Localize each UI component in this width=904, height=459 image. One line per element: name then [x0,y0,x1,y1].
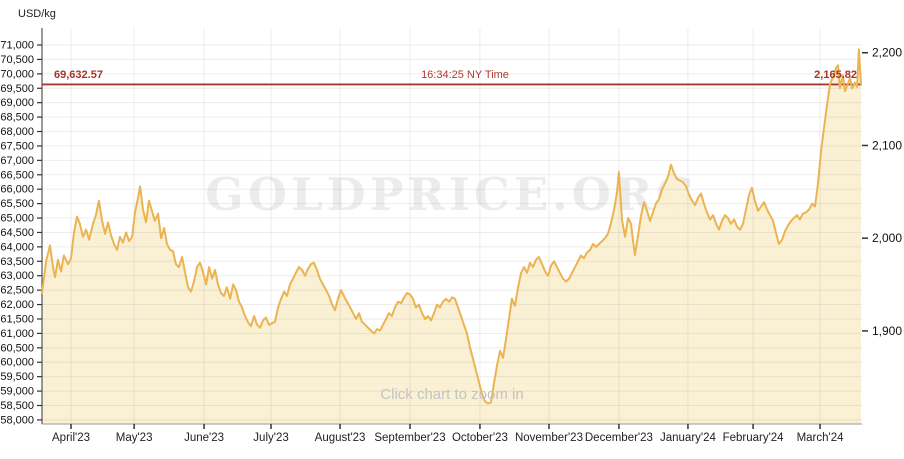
axes [41,28,862,425]
svg-text:59,500: 59,500 [0,371,34,383]
svg-text:71,000: 71,000 [0,40,34,52]
svg-text:64,500: 64,500 [0,227,34,239]
svg-text:2,000: 2,000 [872,231,902,245]
svg-text:March'24: March'24 [797,432,845,444]
svg-text:61,500: 61,500 [0,313,34,325]
svg-text:66,000: 66,000 [0,184,34,196]
svg-text:59,000: 59,000 [0,386,34,398]
svg-text:65,500: 65,500 [0,198,34,210]
svg-text:62,000: 62,000 [0,299,34,311]
svg-text:April'23: April'23 [52,432,90,444]
current-price-oz-label: 2,165.82 [814,69,857,81]
svg-text:June'23: June'23 [184,432,224,444]
svg-text:65,000: 65,000 [0,213,34,225]
svg-text:2,200: 2,200 [872,46,902,60]
y-axis-left: 58,000 58,500 59,000 59,500 60,000 60,500 61,0… [0,40,42,426]
price-area-series [42,49,861,424]
svg-text:August'23: August'23 [315,432,366,444]
svg-text:70,500: 70,500 [0,54,34,66]
svg-text:2,100: 2,100 [872,138,902,152]
svg-text:62,500: 62,500 [0,285,34,297]
svg-text:61,000: 61,000 [0,328,34,340]
svg-text:67,000: 67,000 [0,155,34,167]
y-axis-right: 1,900 2,000 2,100 2,200 [862,46,902,338]
price-line-series [41,48,862,405]
svg-text:66,500: 66,500 [0,169,34,181]
svg-text:January'24: January'24 [660,432,717,444]
svg-text:October'23: October'23 [452,432,508,444]
svg-text:1,900: 1,900 [872,324,902,338]
svg-text:69,500: 69,500 [0,83,34,95]
svg-text:58,000: 58,000 [0,414,34,426]
svg-text:64,000: 64,000 [0,241,34,253]
svg-text:60,000: 60,000 [0,357,34,369]
svg-text:70,000: 70,000 [0,68,34,80]
svg-text:63,500: 63,500 [0,256,34,268]
x-axis: April'23 May'23 June'23 July'23 August'23 Sep… [52,424,844,444]
zoom-hint: Click chart to zoom in [380,386,524,403]
svg-text:February'24: February'24 [723,432,785,444]
svg-text:December'23: December'23 [585,432,653,444]
y-axis-unit-label: USD/kg [18,8,56,20]
current-price-kg-label: 69,632.57 [54,69,103,81]
svg-text:July'23: July'23 [253,432,288,444]
svg-text:68,500: 68,500 [0,112,34,124]
svg-text:September'23: September'23 [374,432,445,444]
svg-text:58,500: 58,500 [0,400,34,412]
ny-time-label: 16:34:25 NY Time [421,69,509,81]
svg-text:67,500: 67,500 [0,140,34,152]
svg-text:68,000: 68,000 [0,126,34,138]
svg-text:60,500: 60,500 [0,342,34,354]
svg-text:May'23: May'23 [116,432,153,444]
svg-text:63,000: 63,000 [0,270,34,282]
svg-text:November'23: November'23 [515,432,583,444]
svg-text:69,000: 69,000 [0,97,34,109]
